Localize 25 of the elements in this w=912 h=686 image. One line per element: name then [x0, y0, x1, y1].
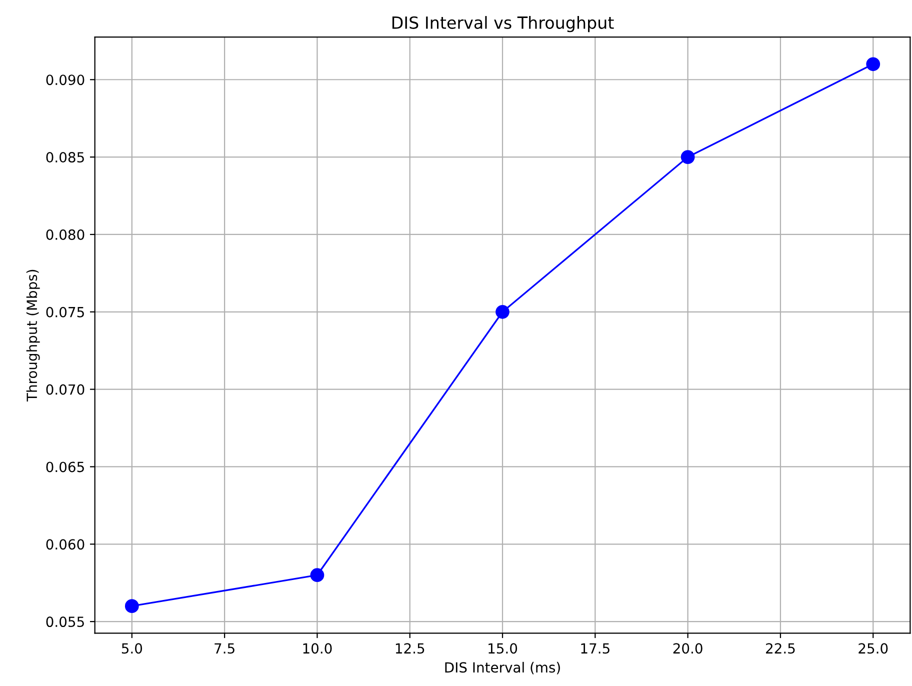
- y-tick-label: 0.085: [46, 152, 84, 163]
- x-axis-title: DIS Interval (ms): [445, 662, 560, 674]
- chart-title: DIS Interval vs Throughput: [392, 16, 614, 32]
- y-tick-label: 0.070: [46, 384, 84, 395]
- x-tick-label: 15.0: [488, 643, 518, 654]
- x-tick-label: 12.5: [396, 643, 424, 654]
- point: [866, 57, 880, 72]
- x-tick-label: 20.0: [673, 643, 702, 654]
- point: [124, 599, 139, 614]
- y-tick-label: 0.080: [46, 229, 84, 240]
- x-tick-label: 5.0: [122, 643, 142, 654]
- y-tick-label: 0.090: [46, 74, 84, 86]
- x-tick-label: 10.0: [303, 643, 332, 654]
- point: [496, 304, 510, 319]
- point: [680, 150, 695, 164]
- x-tick-label: 22.5: [766, 643, 795, 654]
- y-axis-title: Throughput (Mbps): [26, 270, 40, 402]
- y-tick-label: 0.055: [46, 616, 84, 628]
- y-tick-label: 0.060: [46, 539, 84, 550]
- point: [310, 568, 324, 582]
- y-tick-label: 0.075: [46, 306, 84, 318]
- x-tick-label: 17.5: [581, 643, 610, 654]
- x-tick-label: 25.0: [858, 643, 888, 654]
- y-tick-label: 0.065: [46, 462, 84, 472]
- x-tick-label: 7.5: [214, 643, 234, 654]
